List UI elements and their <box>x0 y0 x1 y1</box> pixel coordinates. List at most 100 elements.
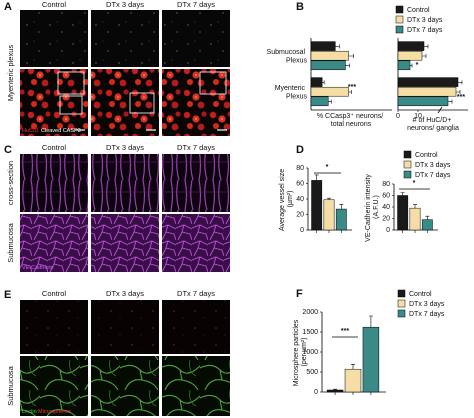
y-tick-label: 1000 <box>302 349 318 356</box>
panel-letter: B <box>296 1 304 13</box>
bar <box>397 41 425 51</box>
x-tick-label: 10 <box>414 113 422 120</box>
bar <box>397 96 449 107</box>
y-tick-label: 500 <box>306 369 318 376</box>
legend-swatch <box>395 5 404 14</box>
error-bar <box>413 204 417 209</box>
stain-label: VE-Cadherin <box>22 265 54 271</box>
significance-label: * <box>326 164 329 171</box>
panel-letter: A <box>4 1 12 13</box>
y-axis-label: VE-Cadherin intensity (A.F.U.) <box>365 172 380 242</box>
micrograph <box>20 10 88 67</box>
error-bar <box>314 174 319 181</box>
micrographs-a <box>20 10 230 136</box>
legend-swatch <box>397 299 406 308</box>
y-tick-label: 40 <box>296 196 304 203</box>
legend-swatch <box>403 150 412 159</box>
micrograph <box>20 214 88 272</box>
y-tick-label: 80 <box>382 181 390 188</box>
y-axis-label: Microsphere particles (per µm²) <box>293 318 308 386</box>
legend-label: DTx 7 days <box>407 27 443 34</box>
stain-label: Cleaved CASP3 <box>41 128 81 134</box>
micrograph <box>162 300 230 354</box>
micrograph <box>91 154 159 212</box>
x-axis-label: # of HuC/D+ neurons/ ganglia <box>407 117 459 132</box>
legend-label: Control <box>407 7 430 14</box>
y-tick-label: 60 <box>296 181 304 188</box>
row-label: Submucosa <box>6 365 15 405</box>
legend-swatch <box>397 289 406 298</box>
legend-swatch <box>395 15 404 24</box>
bar <box>397 77 459 87</box>
x-axis-label: % CCasp3⁺ neurons/ total neurons <box>317 113 385 128</box>
error-bar <box>400 192 405 196</box>
stain-label: Microspheres <box>38 409 71 415</box>
column-label: DTx 3 days <box>106 143 144 152</box>
y-axis-label: Average vessel size (µm²) <box>279 167 294 231</box>
bar <box>344 368 362 393</box>
error-bar <box>333 388 338 390</box>
y-tick-label: 0 <box>314 389 318 396</box>
error-bar <box>425 215 430 220</box>
row-label: Submucosa <box>6 222 15 262</box>
error-bar <box>348 90 352 94</box>
column-label: DTx 7 days <box>177 0 215 9</box>
micrograph <box>20 300 88 354</box>
stain-label: HuC/D <box>22 128 39 134</box>
legend-label: DTx 3 days <box>415 162 451 169</box>
micrograph <box>91 214 159 272</box>
bar <box>397 60 411 71</box>
legend-swatch <box>395 25 404 34</box>
bar <box>326 389 344 393</box>
micrographs-c <box>20 154 230 272</box>
panel-letter: E <box>4 289 11 301</box>
error-bar <box>424 44 429 49</box>
legend-label: DTx 3 days <box>409 301 445 308</box>
micrograph <box>162 10 230 67</box>
x-tick-label: 0 <box>396 113 400 120</box>
bar <box>421 219 433 231</box>
category-label: Submucosal Plexus <box>267 49 308 65</box>
stain-label: Lectin <box>22 409 37 415</box>
error-bar <box>348 54 354 58</box>
panel-letter: C <box>4 144 12 156</box>
bar <box>310 41 336 51</box>
error-bar <box>368 315 373 328</box>
bar <box>397 195 409 231</box>
legend-label: DTx 7 days <box>409 311 445 318</box>
column-label: DTx 7 days <box>177 143 215 152</box>
error-bar <box>339 204 344 210</box>
error-bar <box>410 63 413 68</box>
error-bar <box>335 44 340 49</box>
category-label: Myenteric Plexus <box>275 85 308 101</box>
micrograph <box>20 356 88 416</box>
bar <box>397 50 423 61</box>
row-label: Myenteric plexus <box>6 45 15 102</box>
bar <box>397 86 457 97</box>
legend-swatch <box>397 309 406 318</box>
error-bar <box>345 63 350 68</box>
inset <box>57 71 85 95</box>
micrograph <box>91 10 159 67</box>
micrographs-e <box>20 300 230 416</box>
bar <box>310 77 323 87</box>
micrograph <box>162 214 230 272</box>
micrograph <box>162 154 230 212</box>
y-tick-label: 60 <box>382 193 390 200</box>
error-bar <box>458 80 463 85</box>
bar <box>362 326 380 393</box>
legend-label: DTx 7 days <box>415 172 451 179</box>
column-label: Control <box>42 289 67 298</box>
y-tick-label: 2000 <box>302 309 318 316</box>
significance-label: *** <box>348 84 356 91</box>
legend-label: DTx 3 days <box>407 17 443 24</box>
error-bar <box>422 54 427 58</box>
column-label: DTx 3 days <box>106 289 144 298</box>
error-bar <box>351 364 355 370</box>
legend-swatch <box>403 170 412 179</box>
column-label: Control <box>42 143 67 152</box>
error-bar <box>328 99 332 104</box>
significance-label: * <box>413 180 416 187</box>
micrograph <box>162 356 230 416</box>
significance-label: * <box>416 62 419 69</box>
